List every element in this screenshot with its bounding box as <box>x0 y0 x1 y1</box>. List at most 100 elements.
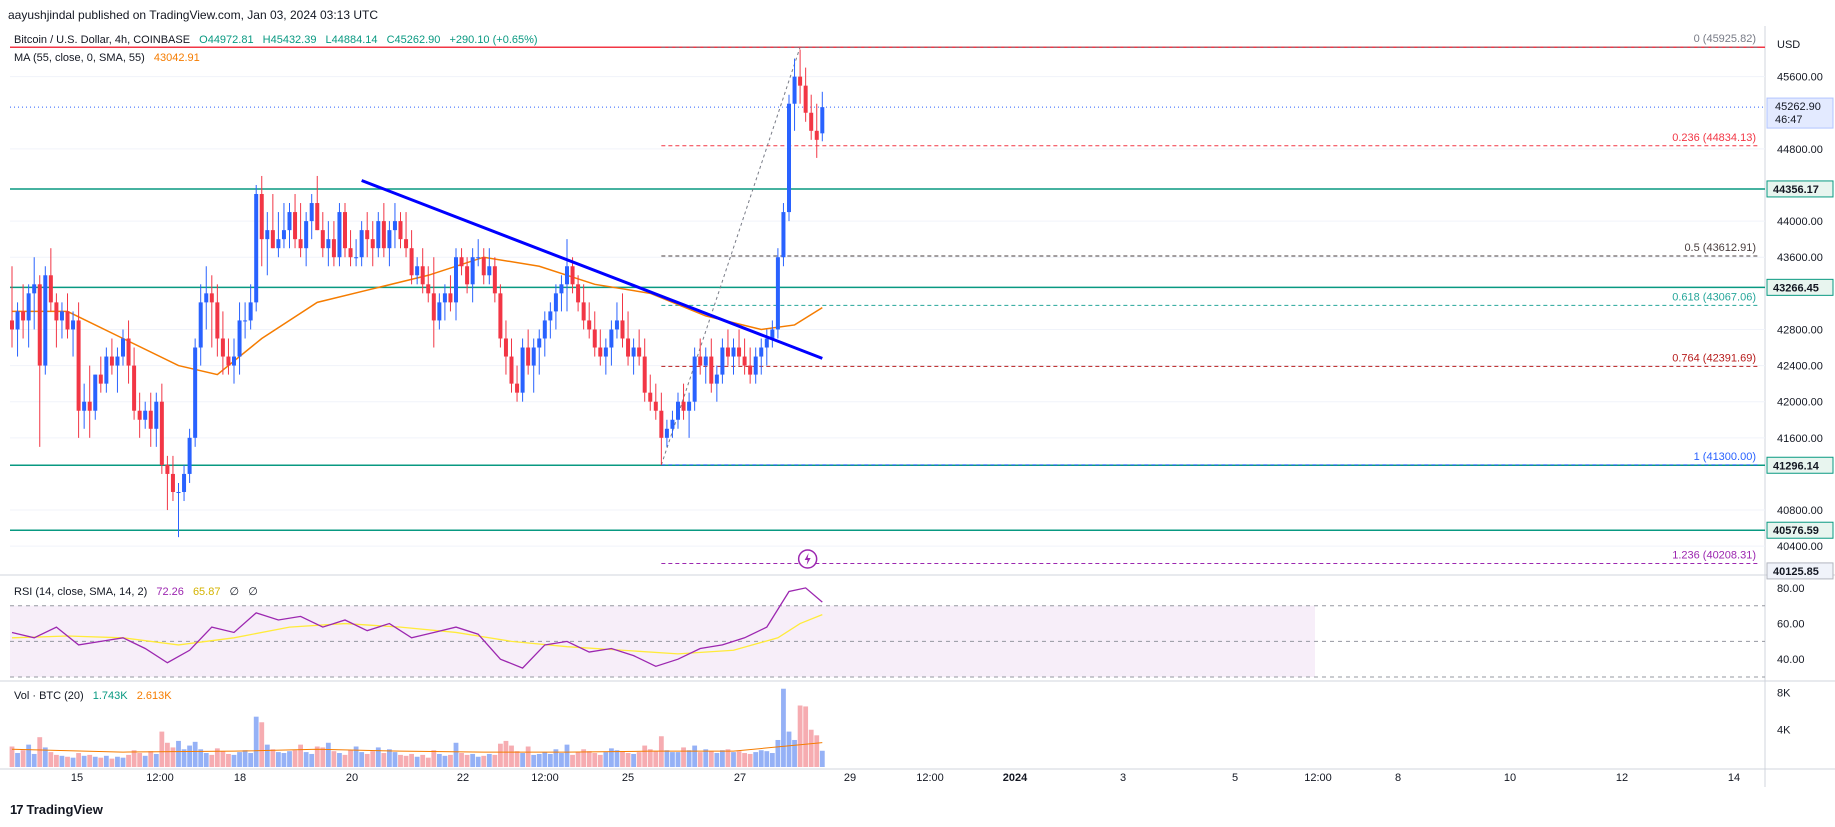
candle-body <box>215 302 220 339</box>
volume-bar <box>20 750 26 767</box>
volume-bar <box>87 754 93 767</box>
volume-bar <box>481 755 487 767</box>
volume-bar <box>403 755 409 767</box>
candle-body <box>370 239 375 249</box>
volume-bar <box>631 753 636 767</box>
candle-body <box>187 437 192 474</box>
volume-bar <box>492 754 498 767</box>
volume-bar <box>592 753 598 767</box>
volume-bar <box>747 753 753 767</box>
candle-body <box>587 320 592 330</box>
ma-legend-label[interactable]: MA (55, close, 0, SMA, 55) <box>14 52 145 64</box>
volume-bar <box>314 746 320 767</box>
price-tick-label: 40800.00 <box>1777 505 1823 517</box>
volume-bar <box>609 748 614 767</box>
price-axis[interactable]: 45600.00 44800.00 44000.00 43600.00 42800.00… <box>1766 39 1834 737</box>
candle-body <box>365 230 370 240</box>
volume-bar <box>503 740 509 767</box>
fib-level-label: 0.5 (43612.91) <box>1684 242 1756 254</box>
candle-body <box>620 320 625 339</box>
volume-bar <box>70 757 76 767</box>
rsi-legend-empty-1: ∅ <box>229 586 240 598</box>
candle-body <box>626 338 631 357</box>
candle-body <box>37 284 42 366</box>
volume-bar <box>470 753 476 767</box>
volume-bar <box>697 752 703 767</box>
candle-body <box>154 401 159 429</box>
candle-body <box>220 338 225 357</box>
volume-bar <box>681 747 686 767</box>
candle-body <box>681 401 686 411</box>
volume-bar <box>686 750 692 767</box>
volume-bar <box>37 737 43 767</box>
candle-body <box>26 293 31 321</box>
tradingview-logo[interactable]: 17 TradingView <box>10 802 103 817</box>
price-level-tag-value: 41296.14 <box>1773 460 1820 472</box>
time-axis[interactable]: 15 12:00 18 20 22 12:00 25 27 29 12:00 2024 3 5 12:00… <box>71 772 1740 784</box>
volume-bar <box>459 753 464 767</box>
rsi-legend-label[interactable]: RSI (14, close, SMA, 14, 2) <box>14 586 148 598</box>
volume-bar <box>614 750 620 767</box>
candle-body <box>320 230 325 249</box>
volume-bar <box>342 754 348 767</box>
time-tick-label: 15 <box>71 772 83 784</box>
candle-body <box>598 347 603 357</box>
volume-bar <box>375 747 381 767</box>
rsi-pane <box>10 587 1765 678</box>
event-markers <box>797 549 818 569</box>
volume-bar <box>664 750 670 767</box>
candle-body <box>420 266 425 285</box>
candle-body <box>59 311 64 321</box>
candle-body <box>259 194 264 240</box>
candle-body <box>531 347 536 366</box>
candle-body <box>631 347 636 357</box>
ohlc-low: L44884.14 <box>325 34 378 46</box>
symbol-title[interactable]: Bitcoin / U.S. Dollar, 4h, COINBASE <box>14 34 191 46</box>
rsi-legend: RSI (14, close, SMA, 14, 2) 72.26 65.87 … <box>14 585 264 598</box>
volume-bar <box>475 756 481 767</box>
volume-bar <box>103 755 109 767</box>
volume-bar <box>159 731 165 767</box>
volume-bar <box>675 752 681 767</box>
candle-body <box>87 401 92 411</box>
volume-bar <box>337 753 342 767</box>
volume-bar <box>9 746 15 767</box>
candle-body <box>481 257 486 276</box>
candle-body <box>137 410 142 420</box>
volume-bar <box>198 749 204 767</box>
volume-bar <box>231 754 237 767</box>
volume-bar <box>564 744 570 767</box>
current-price-tag <box>1766 97 1834 129</box>
volume-ma-line <box>11 742 823 753</box>
candle-body <box>359 230 364 258</box>
candle-body <box>209 293 214 303</box>
volume-bar <box>486 753 492 767</box>
candle-body <box>248 302 253 321</box>
candle-body <box>581 302 586 321</box>
volume-bar <box>464 754 470 767</box>
price-tick-label: 44800.00 <box>1777 144 1823 156</box>
volume-bar <box>725 749 731 767</box>
volume-bar <box>48 752 54 767</box>
volume-bar <box>653 751 659 767</box>
price-level-tag <box>1766 562 1834 580</box>
volume-bar <box>320 747 326 767</box>
volume-bar <box>647 749 653 767</box>
candle-body <box>270 230 275 249</box>
candle-body <box>337 212 342 258</box>
price-tick-label: 40400.00 <box>1777 541 1823 553</box>
volume-bar <box>220 751 226 767</box>
time-tick-label: 5 <box>1232 772 1238 784</box>
chart-canvas[interactable]: 0 (45925.82) 0.236 (44834.13) 0.5 (43612.9… <box>0 26 1835 800</box>
candle-body <box>792 76 797 104</box>
rsi-tick-label: 40.00 <box>1777 654 1805 666</box>
candle-body <box>143 410 148 420</box>
horizontal-levels <box>10 46 1765 531</box>
volume-bar <box>287 751 292 767</box>
candle-body <box>731 347 736 357</box>
candle-body <box>48 275 53 303</box>
volume-bar <box>325 742 331 767</box>
candle-body <box>176 491 181 493</box>
volume-legend-label[interactable]: Vol · BTC (20) <box>14 690 84 702</box>
ma-legend: MA (55, close, 0, SMA, 55) 43042.91 <box>14 52 206 64</box>
